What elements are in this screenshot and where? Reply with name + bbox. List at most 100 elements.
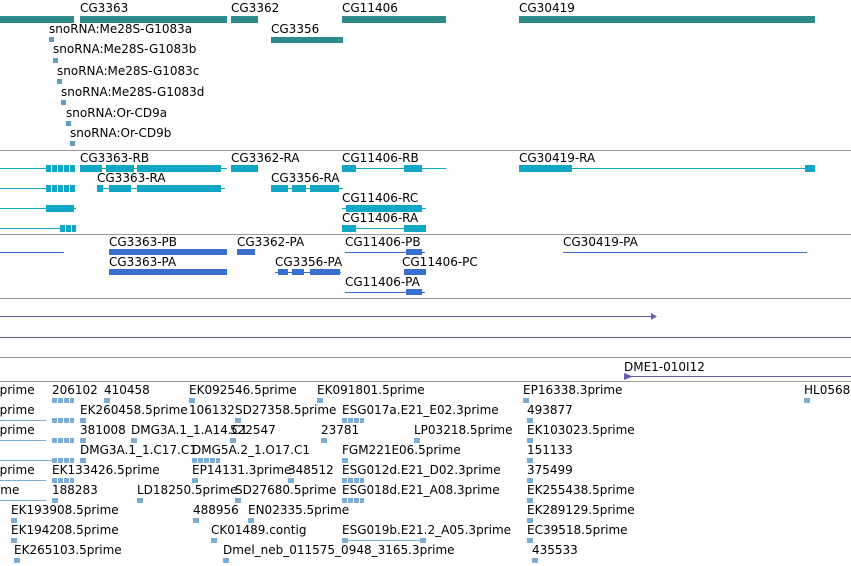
est-label[interactable]: EK091801.5prime (317, 383, 425, 397)
protein-label[interactable]: CG3363-PB (109, 235, 178, 249)
gene-label[interactable]: CG11406 (342, 1, 398, 15)
gene-bar-cg3356[interactable] (271, 37, 343, 43)
est-label[interactable]: 106132 (189, 403, 235, 417)
est-label[interactable]: LP03218.5prime (414, 423, 513, 437)
est-label[interactable]: 5prime (0, 423, 35, 437)
snorna-marker[interactable] (66, 121, 71, 126)
protein-cg3363-pb-bar[interactable] (109, 249, 227, 255)
protein-cg11406-pb-bar[interactable] (406, 249, 422, 255)
gene-bar[interactable] (0, 16, 74, 23)
gene-label[interactable]: CG3356 (271, 22, 320, 36)
est-label[interactable]: 188283 (52, 483, 98, 497)
est-label[interactable]: ESG017a.E21_E02.3prime (342, 403, 499, 417)
est-bar[interactable] (11, 538, 17, 543)
est-bar[interactable] (131, 438, 137, 443)
est-label[interactable]: 410458 (104, 383, 150, 397)
est-bar[interactable] (223, 558, 229, 563)
snorna-marker[interactable] (70, 141, 75, 146)
gene-label[interactable]: snoRNA:Or-CD9a (66, 106, 168, 120)
protein-label[interactable]: CG30419-PA (563, 235, 638, 249)
snorna-marker[interactable] (49, 37, 54, 42)
est-label[interactable]: FGM221E06.5prime (342, 443, 461, 457)
est-bar[interactable] (527, 518, 533, 523)
est-bar[interactable] (235, 418, 241, 423)
protein-label[interactable]: CG3362-PA (237, 235, 305, 249)
transcript-cg3363-rb-exon[interactable] (106, 165, 134, 172)
est-bar[interactable] (248, 518, 254, 523)
est-bar[interactable] (342, 538, 348, 543)
transcript-cg3356-ra-exon[interactable] (292, 185, 306, 192)
est-bar[interactable] (52, 498, 58, 503)
gene-bar-cg3362[interactable] (231, 16, 258, 23)
est-bar[interactable] (52, 438, 74, 443)
est-label[interactable]: ESG012d.E21_D02.3prime (342, 463, 501, 477)
est-label[interactable]: EK103023.5prime (527, 423, 635, 437)
est-bar[interactable] (342, 418, 364, 423)
est-bar[interactable] (317, 398, 323, 403)
genomic-span-line[interactable] (0, 337, 851, 338)
est-label[interactable]: SD27358.5prime (235, 403, 337, 417)
est-bar[interactable] (52, 478, 74, 483)
transcript-cg3363-rb-exon[interactable] (137, 165, 221, 172)
transcript-cg3363-ra-exon[interactable] (109, 185, 131, 192)
est-label[interactable]: 381008 (80, 423, 126, 437)
est-bar[interactable] (193, 518, 199, 523)
transcript-label[interactable]: CG11406-RC (342, 191, 419, 205)
est-bar[interactable] (342, 478, 364, 483)
est-label[interactable]: 493877 (527, 403, 573, 417)
est-label[interactable]: 151133 (527, 443, 573, 457)
est-label[interactable]: 23781 (321, 423, 360, 437)
gene-label[interactable]: CG3363 (80, 1, 129, 15)
transcript-cg3363-rb-exon[interactable] (80, 165, 102, 172)
est-label[interactable]: EN02335.5prime (248, 503, 350, 517)
est-bar[interactable] (523, 398, 529, 403)
est-label[interactable]: ESG018d.E21_A08.3prime (342, 483, 500, 497)
gene-label[interactable]: CG30419 (519, 1, 575, 15)
transcript-cg11406-rb-exon[interactable] (342, 165, 356, 172)
est-label[interactable]: ESG019b.E21.2_A05.3prime (342, 523, 512, 537)
transcript-cg11406-rc-exon[interactable] (346, 205, 422, 212)
transcript-cg3356-ra-exon[interactable] (310, 185, 339, 192)
gene-label[interactable]: snoRNA:Me28S-G1083a (49, 22, 193, 36)
est-bar[interactable] (342, 458, 348, 463)
est-label[interactable]: DMG3A.1_1.C17.C1 (80, 443, 197, 457)
est-bar[interactable] (235, 498, 241, 503)
est-bar[interactable] (527, 498, 533, 503)
est-label[interactable]: EK092546.5prime (189, 383, 297, 397)
est-label[interactable]: EP14131.3prime (192, 463, 292, 477)
est-bar[interactable] (532, 558, 538, 563)
transcript-cg11406-rb-exon[interactable] (404, 165, 422, 172)
est-label[interactable]: DMG3A.1_1.A14.C1 (131, 423, 248, 437)
est-label[interactable]: 348512 (288, 463, 334, 477)
transcript-cg3362-ra-exon[interactable] (231, 165, 258, 172)
est-label[interactable]: Dmel_neb_011575_0948_3165.3prime (223, 543, 455, 557)
est-bar[interactable] (52, 418, 74, 423)
est-label[interactable]: DMG5A.2_1.O17.C1 (192, 443, 310, 457)
protein-cg3362-pa-bar[interactable] (237, 249, 255, 255)
est-label[interactable]: EK133426.5prime (52, 463, 160, 477)
transcript-cg11406-ra-exon[interactable] (404, 225, 426, 232)
est-bar[interactable] (230, 438, 236, 443)
est-bar[interactable] (804, 398, 810, 403)
protein-cg11406-pa-bar[interactable] (406, 289, 422, 295)
est-bar[interactable] (52, 398, 74, 403)
transcript-label[interactable]: CG3362-RA (231, 151, 300, 165)
est-bar[interactable] (527, 538, 533, 543)
est-bar[interactable] (288, 478, 294, 483)
gene-label[interactable]: CG3362 (231, 1, 280, 15)
snorna-marker[interactable] (61, 100, 66, 105)
transcript-exon[interactable] (60, 225, 76, 232)
transcript-label[interactable]: CG11406-RA (342, 211, 419, 225)
genomic-span-line[interactable] (0, 316, 652, 317)
protein-label[interactable]: CG11406-PC (402, 255, 478, 269)
est-bar[interactable] (527, 458, 533, 463)
est-label[interactable]: LD18250.5prime (137, 483, 238, 497)
est-bar[interactable] (192, 478, 198, 483)
est-bar[interactable] (137, 498, 143, 503)
est-label[interactable]: 5prime (0, 403, 35, 417)
gene-label[interactable]: snoRNA:Me28S-G1083b (53, 42, 197, 56)
est-bar[interactable] (11, 518, 17, 523)
est-label[interactable]: EK193908.5prime (11, 503, 119, 517)
gene-label[interactable]: snoRNA:Me28S-G1083c (57, 64, 200, 78)
est-label[interactable]: SD27680.5prime (235, 483, 337, 497)
